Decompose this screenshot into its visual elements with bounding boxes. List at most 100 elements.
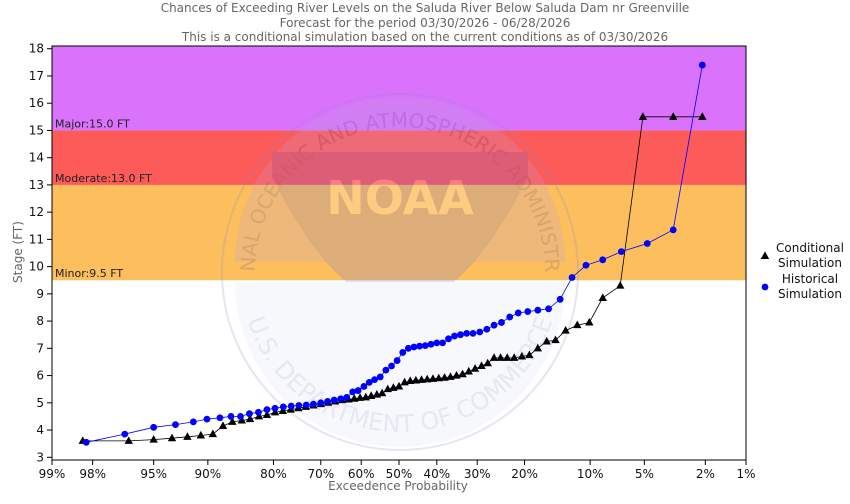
watermark-upper-disc [235,97,565,262]
series-1-point-19 [324,398,331,405]
series-1-point-58 [617,248,625,256]
series-1-point-40 [445,335,452,343]
legend-label-0-line-1: Conditional [776,241,844,255]
series-1 [82,61,706,446]
series-0-point-60 [598,293,607,301]
series-0-point-38 [428,374,438,382]
x-tick-label-11: 10% [577,467,604,481]
x-tick-label-14: 1% [736,467,755,481]
y-tick-label-10: 13 [29,178,44,192]
series-1-point-46 [483,325,491,333]
series-1-point-4 [189,418,197,426]
series-0-point-49 [496,353,505,361]
series-1-point-1 [121,430,129,438]
series-1-point-35 [416,342,424,350]
series-1-point-3 [172,421,179,428]
series-1-point-18 [317,399,325,407]
series-0-point-2 [149,434,158,443]
series-1-point-0 [82,438,90,446]
y-axis-title: Stage (FT) [11,221,25,283]
series-1-point-33 [404,344,412,352]
y-tick-label-0: 3 [36,450,44,464]
chart-title: Chances of Exceeding River Levels on the… [161,1,690,44]
series-1-point-25 [360,383,368,390]
series-0-point-48 [489,353,499,361]
x-tick-label-6: 60% [348,467,375,481]
series-0-point-7 [218,421,228,429]
series-1-point-44 [469,329,477,337]
series-0-point-52 [517,351,527,360]
series-0-point-44 [464,366,473,375]
series-1-point-57 [599,256,607,264]
y-tick-label-1: 4 [36,423,44,437]
series-0-point-51 [509,353,519,361]
series-0-point-10 [245,414,255,423]
series-1-point-55 [568,274,576,281]
series-1-point-43 [463,329,471,337]
series-1-point-49 [506,313,514,321]
series-0-point-34 [406,376,415,385]
series-1-point-6 [216,414,224,422]
y-tick-label-6: 9 [36,287,44,301]
series-0-point-42 [452,370,461,379]
series-0-point-8 [228,417,237,425]
series-0-point-54 [533,343,543,352]
series-0-point-53 [525,350,534,359]
y-tick-label-15: 18 [29,42,44,56]
x-tick-label-3: 90% [195,467,222,481]
series-0-point-40 [440,373,449,381]
series-1-point-10 [255,408,262,416]
legend-label-0: Conditional Simulation [776,241,844,270]
flood-band-label-0: Minor:9.5 FT [55,267,123,280]
y-tick-label-11: 14 [29,151,44,165]
series-1-point-51 [524,308,532,315]
series-1-point-11 [263,406,271,414]
chart-title-line-3: This is a conditional simulation based o… [181,30,668,44]
series-0-point-24 [350,394,359,402]
data-series [78,61,707,446]
series-0-point-62 [638,112,648,120]
legend-marker-0 [760,251,770,259]
legend-label-1-line-2: Simulation [778,287,842,301]
series-0-point-36 [417,375,426,383]
x-tick-label-9: 30% [464,467,491,481]
series-0-point-58 [573,320,582,329]
y-tick-label-14: 17 [29,69,44,83]
flood-band-0 [52,184,746,281]
x-tick-label-7: 50% [386,467,413,481]
series-1-point-60 [669,226,677,234]
series-1-point-22 [343,393,351,401]
series-1-point-31 [393,357,401,364]
axis-ticks: 3 4 5 6 7 8 9 10 11 12 13 14 15 16 17 18 99% 98% 95% 90% 80%… [29,42,756,481]
series-0-point-59 [585,317,594,326]
series-1-point-34 [410,343,418,351]
y-tick-label-12: 15 [29,123,44,137]
flood-band-1 [52,130,746,185]
chart-title-line-1: Chances of Exceeding River Levels on the… [161,1,690,15]
series-0-point-35 [411,375,421,384]
flood-band-label-2: Major:15.0 FT [55,117,130,130]
series-1-point-23 [349,388,357,396]
series-1-point-29 [382,366,390,374]
series-0-point-9 [237,415,247,424]
series-0-point-57 [561,326,570,334]
series-1-point-30 [388,362,395,370]
x-tick-label-13: 2% [696,467,715,481]
series-0-point-43 [458,369,467,378]
x-axis-title: Exceedence Probability [328,479,468,493]
series-1-point-56 [582,261,590,269]
legend-label-1: Historical Simulation [778,272,842,301]
series-0-point-63 [669,112,678,120]
y-tick-label-5: 8 [36,314,44,328]
x-tick-label-5: 70% [307,467,334,481]
series-0-point-39 [434,373,443,382]
series-0-point-46 [477,361,486,370]
series-1-point-2 [150,423,158,431]
series-1-point-59 [643,240,651,247]
series-1-point-14 [287,402,295,410]
series-1-point-17 [309,400,317,408]
series-1-point-15 [295,402,303,409]
series-1-point-9 [246,410,253,418]
series-1-point-42 [457,331,464,339]
